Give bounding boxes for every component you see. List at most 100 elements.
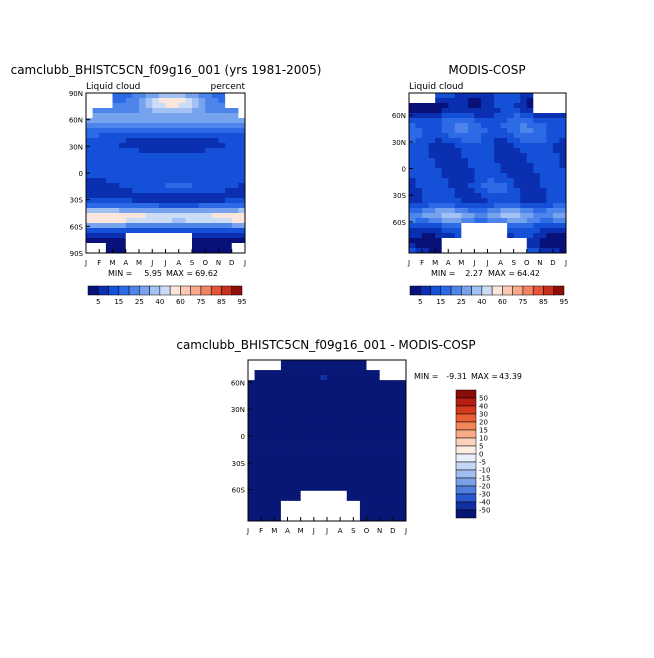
field-cell bbox=[86, 168, 94, 174]
field-cell bbox=[274, 420, 282, 426]
field-cell bbox=[359, 440, 367, 446]
field-cell bbox=[513, 203, 521, 209]
field-cell bbox=[294, 450, 302, 456]
field-cell bbox=[513, 218, 521, 224]
field-cell bbox=[274, 415, 282, 421]
field-cell bbox=[428, 143, 436, 149]
field-cell bbox=[552, 198, 560, 204]
field-cell bbox=[533, 208, 541, 214]
field-cell bbox=[422, 213, 430, 219]
field-cell bbox=[92, 108, 100, 114]
colorbar-box bbox=[491, 285, 503, 296]
field-cell bbox=[132, 153, 140, 159]
field-cell bbox=[494, 123, 501, 129]
field-cell bbox=[480, 228, 488, 234]
field-cell bbox=[340, 470, 348, 477]
field-cell bbox=[539, 248, 547, 254]
field-cell bbox=[392, 495, 400, 502]
field-cell bbox=[552, 93, 560, 99]
field-cell bbox=[487, 183, 495, 189]
field-cell bbox=[559, 108, 567, 114]
field-cell bbox=[353, 500, 361, 507]
field-cell bbox=[132, 128, 140, 134]
field-cell bbox=[454, 223, 462, 229]
model-units-label: percent bbox=[211, 82, 246, 92]
field-cell bbox=[267, 475, 275, 482]
field-cell bbox=[139, 163, 147, 169]
field-cell bbox=[359, 465, 367, 472]
field-cell bbox=[428, 178, 436, 184]
field-cell bbox=[320, 375, 328, 381]
field-cell bbox=[320, 435, 328, 441]
field-cell bbox=[520, 153, 528, 159]
field-cell bbox=[320, 505, 328, 512]
field-cell bbox=[552, 193, 560, 199]
field-cell bbox=[546, 233, 554, 239]
field-cell bbox=[274, 405, 282, 411]
field-cell bbox=[359, 390, 367, 396]
field-cell bbox=[435, 168, 443, 174]
field-cell bbox=[274, 410, 282, 416]
field-cell bbox=[205, 108, 213, 114]
field-cell bbox=[448, 108, 456, 114]
field-cell bbox=[152, 143, 160, 149]
field-cell bbox=[139, 93, 147, 99]
field-cell bbox=[487, 138, 495, 144]
field-cell bbox=[92, 228, 100, 234]
field-cell bbox=[211, 208, 219, 214]
field-cell bbox=[333, 380, 341, 386]
field-cell bbox=[373, 395, 381, 401]
field-cell bbox=[205, 223, 213, 229]
month-tick-label: J bbox=[325, 527, 328, 535]
field-cell bbox=[254, 495, 262, 502]
field-cell bbox=[513, 248, 521, 254]
field-cell bbox=[267, 435, 275, 441]
field-cell bbox=[409, 93, 416, 99]
field-cell bbox=[409, 98, 416, 104]
field-cell bbox=[280, 425, 288, 431]
field-cell bbox=[112, 143, 120, 149]
field-cell bbox=[559, 163, 567, 169]
field-cell bbox=[409, 188, 416, 194]
field-cell bbox=[507, 213, 515, 219]
field-cell bbox=[422, 233, 430, 239]
field-cell bbox=[422, 203, 430, 209]
field-cell bbox=[198, 158, 206, 164]
field-cell bbox=[520, 198, 528, 204]
field-cell bbox=[99, 228, 107, 234]
field-cell bbox=[487, 133, 495, 139]
field-cell bbox=[353, 470, 361, 477]
field-cell bbox=[448, 248, 456, 254]
field-cell bbox=[248, 490, 255, 497]
field-cell bbox=[248, 500, 255, 507]
field-cell bbox=[105, 233, 113, 239]
field-cell bbox=[392, 380, 400, 386]
field-cell bbox=[145, 103, 153, 109]
field-cell bbox=[248, 375, 255, 381]
field-cell bbox=[300, 485, 308, 492]
field-cell bbox=[415, 193, 423, 199]
field-cell bbox=[409, 168, 416, 174]
field-cell bbox=[507, 178, 515, 184]
field-cell bbox=[125, 138, 133, 144]
field-cell bbox=[92, 203, 100, 209]
field-cell bbox=[422, 108, 430, 114]
field-cell bbox=[480, 133, 488, 139]
field-cell bbox=[474, 123, 482, 129]
field-cell bbox=[422, 223, 430, 229]
field-cell bbox=[261, 375, 269, 381]
field-cell bbox=[231, 133, 239, 139]
field-cell bbox=[225, 148, 233, 154]
field-cell bbox=[480, 223, 488, 229]
field-cell bbox=[274, 485, 282, 492]
month-tick-label: J bbox=[243, 259, 246, 267]
field-cell bbox=[422, 183, 430, 189]
colorbar-box bbox=[108, 285, 120, 296]
field-cell bbox=[409, 233, 416, 239]
colorbar-label: 50 bbox=[479, 395, 488, 403]
field-cell bbox=[198, 133, 206, 139]
field-cell bbox=[435, 218, 443, 224]
colorbar-box bbox=[455, 501, 477, 511]
field-cell bbox=[231, 153, 239, 159]
field-cell bbox=[231, 93, 239, 99]
